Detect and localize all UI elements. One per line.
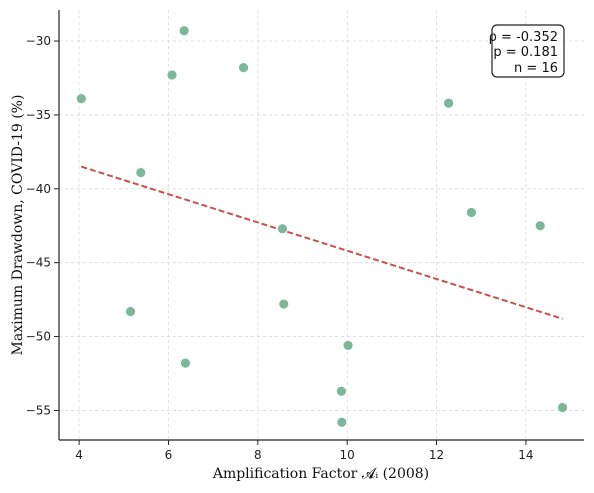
- data-point: [180, 358, 191, 368]
- data-point: [277, 224, 288, 234]
- trend-line: [81, 165, 563, 320]
- data-point: [136, 167, 146, 178]
- stats-p: p = 0.181: [493, 45, 558, 60]
- data-point: [557, 402, 568, 413]
- data-point: [444, 98, 454, 108]
- stats-n: n = 16: [514, 61, 558, 76]
- data-point: [343, 340, 353, 351]
- x-tick-label: 14: [518, 448, 533, 462]
- axis-ticks: 4 6 8 10 12 14 −30 −35 −40 −45 −50 −55: [26, 34, 534, 462]
- x-axis-label: Amplification Factor 𝓐ᵢ (2008): [212, 466, 429, 482]
- x-tick-label: 4: [75, 448, 83, 462]
- data-point: [337, 417, 347, 427]
- x-tick-label: 10: [340, 448, 355, 462]
- y-tick-label: −30: [26, 34, 51, 48]
- data-point: [76, 94, 86, 104]
- data-point: [336, 386, 346, 396]
- y-axis-label: Maximum Drawdown, COVID-19 (%): [10, 95, 26, 356]
- data-point: [238, 63, 249, 73]
- x-tick-label: 12: [429, 448, 444, 462]
- y-tick-label: −35: [26, 108, 51, 122]
- x-tick-label: 6: [165, 448, 173, 462]
- data-point: [179, 26, 189, 36]
- y-tick-label: −40: [26, 182, 51, 196]
- x-tick-label: 8: [254, 448, 262, 462]
- stats-rho: ρ = -0.352: [489, 30, 558, 45]
- data-point: [466, 207, 477, 218]
- data-point: [535, 221, 545, 231]
- y-tick-label: −50: [26, 330, 51, 344]
- stats-box-frame: [491, 24, 565, 78]
- data-point: [279, 299, 289, 309]
- data-points: [76, 26, 568, 427]
- trend-line-group: [81, 165, 563, 320]
- y-tick-label: −55: [26, 403, 51, 417]
- stats-box: ρ = -0.352 p = 0.181 n = 16: [489, 24, 565, 78]
- data-point: [167, 70, 177, 80]
- y-tick-label: −45: [26, 256, 51, 270]
- data-point: [125, 306, 136, 317]
